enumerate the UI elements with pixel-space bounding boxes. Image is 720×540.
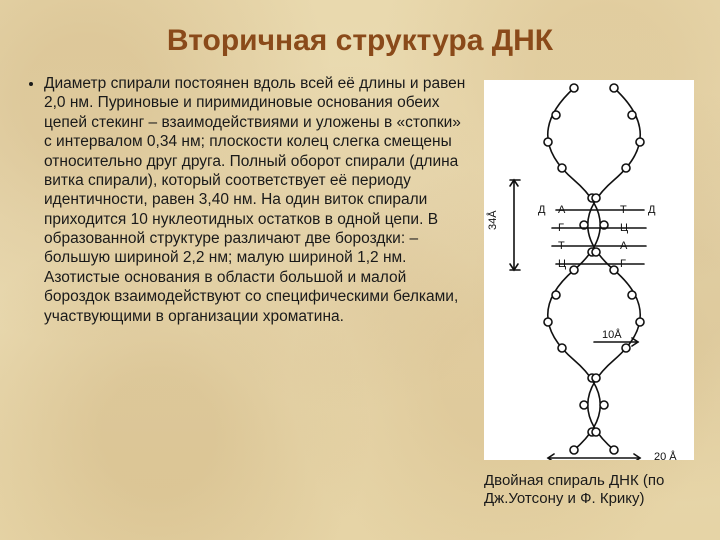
bp4-left: Ц (558, 258, 566, 270)
page-title: Вторичная структура ДНК (26, 24, 694, 58)
bp1-right: Т (620, 204, 627, 216)
body-text-column: Диаметр спирали постоянен вдоль всей её … (26, 74, 470, 326)
bullet-list: Диаметр спирали постоянен вдоль всей её … (26, 74, 470, 326)
dim-34a-label: 34Å (486, 210, 499, 230)
body-paragraph: Диаметр спирали постоянен вдоль всей её … (44, 74, 470, 326)
bp4-right: Г (620, 258, 626, 270)
bp1-left: А (558, 204, 566, 216)
dim-10a-label: 10Å (602, 328, 622, 341)
slide: Вторичная структура ДНК Диаметр спирали … (0, 0, 720, 540)
bp2-right: Ц (620, 222, 628, 234)
strand-d-left: Д (538, 204, 546, 216)
figure-caption: Двойная спираль ДНК (по Дж.Уотсону и Ф. … (484, 472, 694, 508)
bp2-left: Г (558, 222, 564, 234)
dim-20a-label: 20 Å (654, 450, 677, 460)
strand-d-right: Д (648, 204, 656, 216)
bp3-right: А (620, 240, 628, 252)
dna-helix-svg: 34Å Д А Т Д Г Ц Т А Ц Г 10Å 20 Å (484, 80, 694, 460)
figure-column: 34Å Д А Т Д Г Ц Т А Ц Г 10Å 20 Å (484, 74, 694, 508)
dna-diagram: 34Å Д А Т Д Г Ц Т А Ц Г 10Å 20 Å (484, 80, 694, 460)
content-row: Диаметр спирали постоянен вдоль всей её … (26, 74, 694, 508)
bp3-left: Т (558, 240, 565, 252)
